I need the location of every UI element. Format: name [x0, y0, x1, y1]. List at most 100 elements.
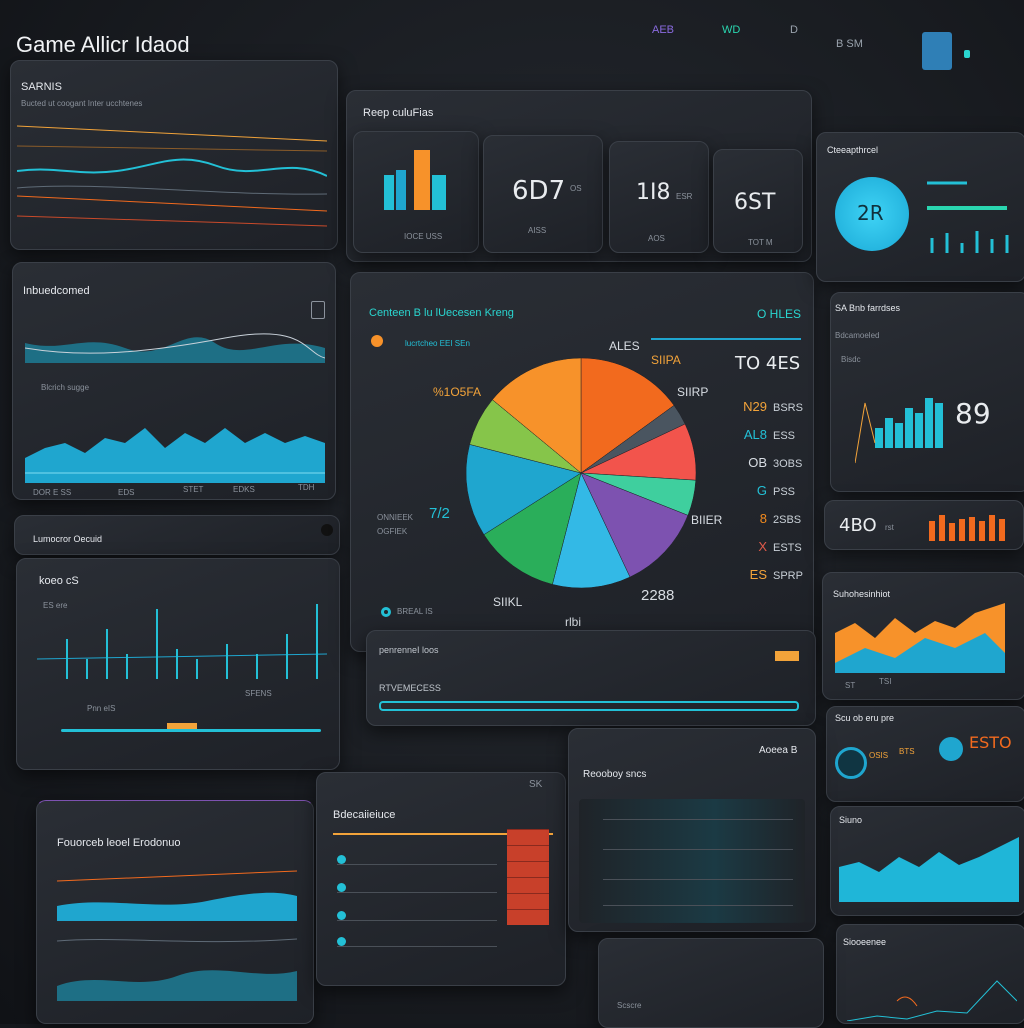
panel-value: 89 — [955, 397, 991, 430]
legend-dot — [371, 335, 383, 347]
panel-title: Bdecaiieiuce — [333, 809, 396, 821]
toggle-icon[interactable] — [321, 524, 333, 536]
panel-title: Siooeenee — [843, 937, 887, 947]
settings-icon[interactable] — [964, 50, 970, 58]
pie-slice[interactable] — [483, 472, 582, 585]
panel-right-4: Suhohesinhiot ST TSI — [822, 572, 1024, 700]
kpi-suffix: ESR — [676, 192, 693, 201]
legend-key: OB — [748, 455, 767, 470]
cyan-area — [839, 837, 1019, 902]
panel-value: ESTO — [969, 733, 1012, 752]
list-item[interactable] — [337, 883, 497, 893]
panel-lumocror: Lumocror Oecuid — [14, 515, 340, 555]
legend-value: 2SBS — [773, 514, 802, 526]
expand-icon[interactable] — [311, 301, 325, 319]
progress-bar[interactable] — [61, 729, 321, 732]
legend-key: AL8 — [743, 427, 767, 442]
bar-line-chart — [855, 398, 943, 464]
timeline-panel: penrenneI loos RTVEMECESS — [366, 630, 816, 726]
legend-row: X ESTS — [731, 539, 801, 554]
nav-item-4[interactable]: B SM — [836, 38, 863, 50]
orange-bars — [929, 515, 1005, 541]
kpi-label: AISS — [528, 226, 547, 235]
kpi-card-2[interactable]: 6D7 OS AISS — [483, 135, 603, 253]
accent-line — [333, 833, 553, 835]
spike-chart — [37, 604, 327, 679]
panel-title: Lumocror Oecuid — [33, 534, 103, 544]
panel-title: Scu ob eru pre — [835, 713, 895, 723]
bottom-label: BREAL IS — [397, 607, 433, 616]
pie-label: rlbi — [565, 615, 582, 629]
table-row[interactable] — [603, 849, 793, 850]
panel-title: Inbuedcomed — [23, 285, 90, 297]
panel-right-7: Siooeenee — [836, 924, 1024, 1024]
pie-slice[interactable] — [492, 357, 582, 474]
panel-title: SARNIS — [21, 81, 62, 93]
panel-right-top: Cteeapthrcel 2R — [816, 132, 1024, 282]
status-dot — [381, 607, 391, 617]
legend-value: BSRS — [773, 402, 803, 414]
kpi-card-1[interactable]: IOCE USS — [353, 131, 479, 253]
panel-title: Cteeapthrcel — [827, 145, 879, 155]
heat-grid — [507, 829, 549, 925]
legend-row: OB 3OBS — [731, 455, 802, 470]
panel-title: SA Bnb farrdses — [835, 303, 901, 313]
kpi-label: AOS — [648, 234, 665, 243]
axis-label: Pnn eIS — [87, 704, 116, 713]
pie-panel: Centeen B lu lUecesen Kreng lucrtcheo EE… — [350, 272, 814, 652]
pie-label: BIIER — [691, 513, 723, 527]
table-row[interactable] — [603, 905, 793, 906]
panel-koeo: koeo cS ES ere Pnn eIS SFENS — [16, 558, 340, 770]
timeline-handle[interactable] — [775, 651, 799, 661]
left-text: OGFIEK — [377, 527, 408, 536]
progress-marker — [167, 723, 197, 729]
dashboard-icon[interactable] — [922, 32, 952, 70]
panel-title: Fouorceb leoel Erodonuo — [57, 837, 181, 849]
pie-slice[interactable] — [580, 357, 675, 474]
list-item[interactable] — [337, 937, 497, 947]
nav-item-2[interactable]: WD — [722, 24, 741, 36]
footer-label: penrenneI loos — [379, 645, 439, 655]
pie-label: SIIRP — [677, 385, 709, 399]
gauge-value: 2R — [857, 201, 884, 225]
list-icon — [337, 937, 346, 946]
legend-row: AL8 ESS — [731, 427, 795, 442]
left-text: ONNIEEK — [377, 513, 414, 522]
pie-slice[interactable] — [580, 472, 689, 578]
legend-key: G — [756, 483, 767, 498]
legend-key: 8 — [759, 511, 767, 526]
mini-line — [847, 980, 1017, 1021]
legend-key: ES — [749, 567, 767, 582]
pie-slice[interactable] — [552, 472, 631, 589]
axis-label: EDS — [118, 488, 135, 497]
timeline-scrollbar[interactable] — [379, 701, 799, 711]
panel-small: Bisdc — [841, 355, 861, 364]
top-right-value: O HLES — [757, 307, 802, 321]
kpi-card-3[interactable]: 1I8 ESR AOS — [609, 141, 709, 253]
pie-chart — [465, 357, 697, 589]
legend-value: SPRP — [773, 570, 803, 582]
kpi-value: 6D7 — [512, 176, 566, 206]
nav-item-3[interactable]: D — [790, 24, 798, 36]
panel-title: Centeen B lu lUecesen Kreng — [369, 307, 514, 319]
gauge-ring — [835, 747, 867, 779]
table-row[interactable] — [603, 879, 793, 880]
axis-label: ST — [845, 681, 856, 690]
panel-subtitle: ES ere — [43, 601, 68, 610]
kpi-suffix: OS — [570, 184, 582, 193]
table-row[interactable] — [603, 819, 793, 820]
kpi-card-4[interactable]: 6ST TOT M — [713, 149, 803, 253]
pie-slice[interactable] — [465, 444, 582, 535]
legend-row: ES SPRP — [731, 567, 803, 582]
panel-right-5: Scu ob eru pre OSIS BTS ESTO — [826, 706, 1024, 802]
list-item[interactable] — [337, 911, 497, 921]
legend-row: 8 2SBS — [731, 511, 801, 526]
area-chart-top — [25, 333, 325, 363]
kpi-value: 1I8 — [636, 180, 671, 205]
panel-right-3: 4BO rst — [824, 500, 1024, 550]
axis-label: DOR E SS — [33, 488, 72, 497]
panel-value: BTS — [899, 747, 915, 756]
panel-sarnis: SARNIS Bucted ut coogant Inter ucchtenes — [10, 60, 338, 250]
list-item[interactable] — [337, 855, 497, 865]
nav-item-1[interactable]: AEB — [652, 24, 675, 36]
